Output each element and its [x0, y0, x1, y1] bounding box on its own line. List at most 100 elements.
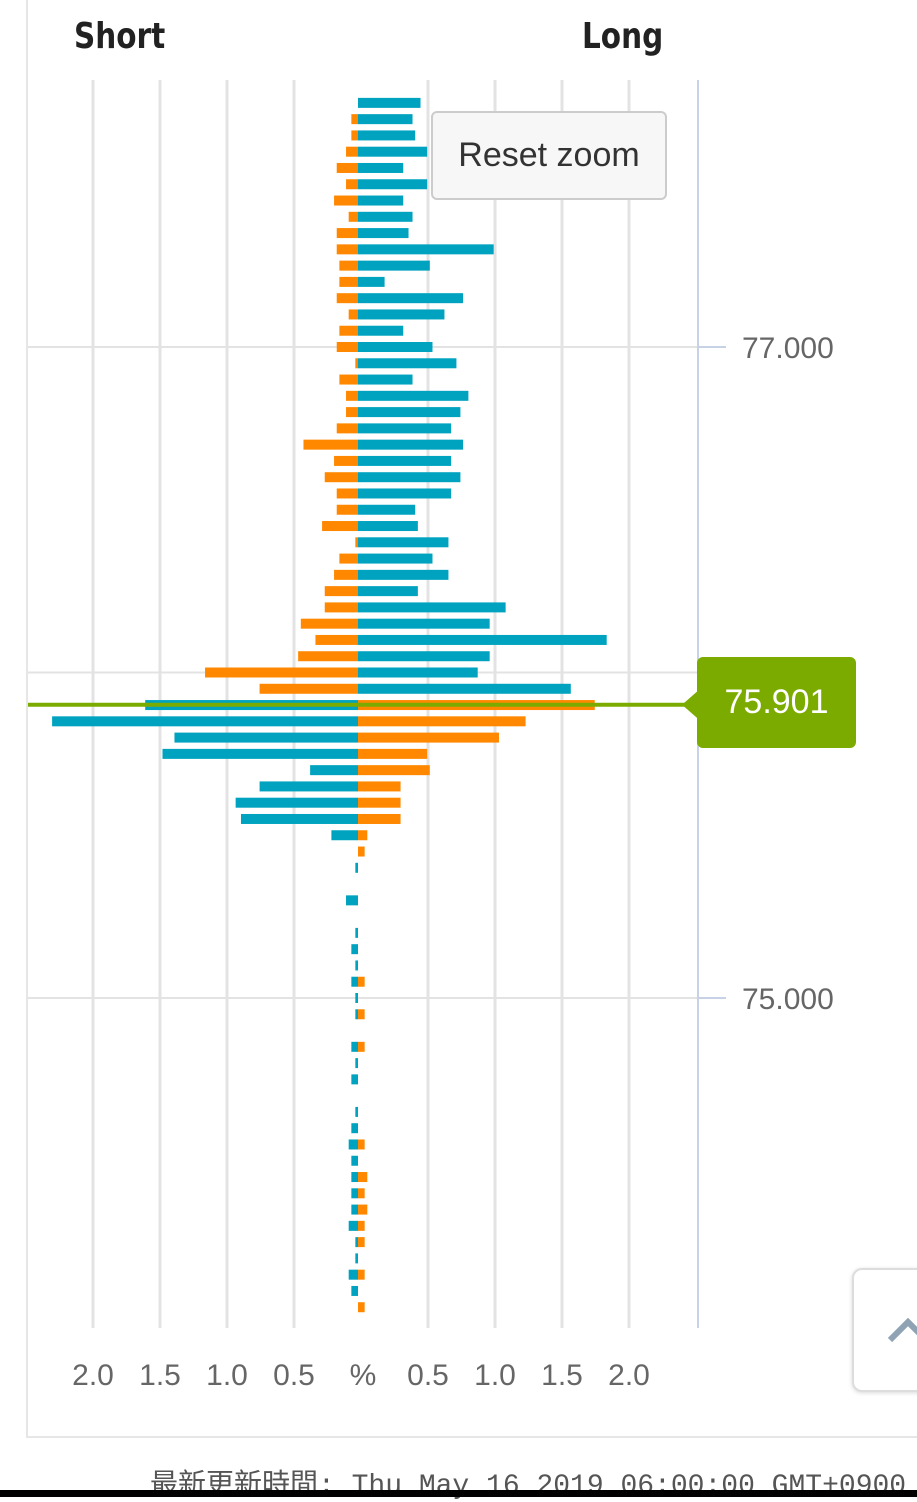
position-book-chart: 2.01.51.00.5%0.51.01.52.077.00076.00075.… [28, 80, 834, 1392]
long-bar [358, 358, 457, 369]
long-bar [358, 488, 452, 499]
long-bar [358, 634, 607, 645]
x-tick-label: 0.5 [273, 1359, 315, 1392]
short-bar [351, 130, 358, 141]
short-bar [315, 634, 358, 645]
short-bar [351, 114, 358, 125]
short-bar [300, 618, 358, 629]
long-bar [358, 293, 464, 304]
long-bar [358, 618, 490, 629]
short-bar [351, 976, 358, 987]
short-bar [235, 797, 358, 808]
short-bar [355, 1253, 358, 1264]
short-bar [259, 781, 358, 792]
long-bar [358, 162, 404, 173]
long-bar [358, 211, 413, 222]
card-divider [26, 1436, 917, 1438]
short-bar [324, 586, 358, 597]
long-bar [358, 683, 571, 694]
x-tick-label: 1.5 [541, 1359, 583, 1392]
short-bar [322, 521, 358, 532]
long-bar [358, 553, 433, 564]
long-bar [358, 830, 368, 841]
short-bar [162, 748, 358, 759]
short-bar [351, 944, 358, 955]
long-bar [358, 1220, 365, 1231]
screen-edge [0, 1490, 917, 1497]
short-bar [348, 309, 358, 320]
long-bar [358, 1041, 365, 1052]
long-bar [358, 1172, 368, 1183]
long-bar [358, 1204, 368, 1215]
short-header: Short [74, 16, 166, 57]
short-bar [336, 244, 358, 255]
long-bar [358, 455, 452, 466]
short-bar [348, 1220, 358, 1231]
short-bar [303, 439, 358, 450]
short-bar [355, 1009, 358, 1020]
long-bar [358, 667, 478, 678]
short-bar [351, 1285, 358, 1296]
long-bar [358, 1237, 365, 1248]
scroll-to-top-button[interactable] [852, 1268, 917, 1392]
short-bar [174, 732, 358, 743]
short-bar [355, 862, 358, 873]
chevron-up-icon [887, 1317, 917, 1343]
short-bar [348, 1269, 358, 1280]
long-bar [358, 244, 494, 255]
short-bar [339, 374, 358, 385]
long-bar [358, 569, 449, 580]
long-bar [358, 423, 452, 434]
long-bar [358, 228, 409, 239]
long-bar [358, 342, 433, 352]
current-price-label: 75.901 [697, 657, 856, 748]
short-bar [336, 162, 358, 173]
short-bar [355, 1106, 358, 1117]
x-tick-label: 2.0 [72, 1359, 114, 1392]
long-bar [358, 407, 461, 418]
long-bar [358, 846, 365, 857]
long-bar [358, 472, 461, 483]
short-bar [355, 960, 358, 971]
short-bar [339, 276, 358, 287]
long-bar [358, 651, 490, 662]
short-bar [331, 830, 358, 841]
short-bar [346, 146, 358, 157]
long-bar [358, 114, 413, 125]
short-bar [336, 293, 358, 304]
long-bar [358, 602, 506, 613]
short-bar [351, 1188, 358, 1199]
short-bar [348, 211, 358, 222]
short-bar [205, 667, 358, 678]
short-bar [351, 1041, 358, 1052]
reset-zoom-button[interactable]: Reset zoom [431, 111, 667, 200]
long-bar [358, 1009, 365, 1020]
long-bar [358, 146, 428, 157]
short-bar [346, 407, 358, 418]
long-bar [358, 439, 464, 450]
long-bar [358, 195, 404, 206]
long-bar [358, 748, 428, 759]
x-tick-label: 1.0 [206, 1359, 248, 1392]
short-bar [355, 993, 358, 1003]
long-bar [358, 813, 401, 824]
short-bar [351, 1123, 358, 1134]
long-bar [358, 537, 449, 548]
long-bar [358, 1269, 365, 1280]
x-tick-label: % [350, 1359, 377, 1392]
short-bar [52, 716, 358, 727]
short-bar [355, 1237, 358, 1248]
short-bar [339, 260, 358, 271]
short-bar [334, 195, 358, 206]
short-bar [351, 1155, 358, 1166]
short-bar [334, 455, 358, 466]
long-bar [358, 1188, 365, 1199]
short-bar [355, 358, 358, 369]
long-bar [358, 976, 365, 987]
long-bar [358, 1139, 365, 1150]
long-bar [358, 276, 385, 287]
short-bar [339, 325, 358, 336]
short-bar [355, 1058, 358, 1069]
long-bar [358, 781, 401, 792]
long-bar [358, 390, 469, 401]
